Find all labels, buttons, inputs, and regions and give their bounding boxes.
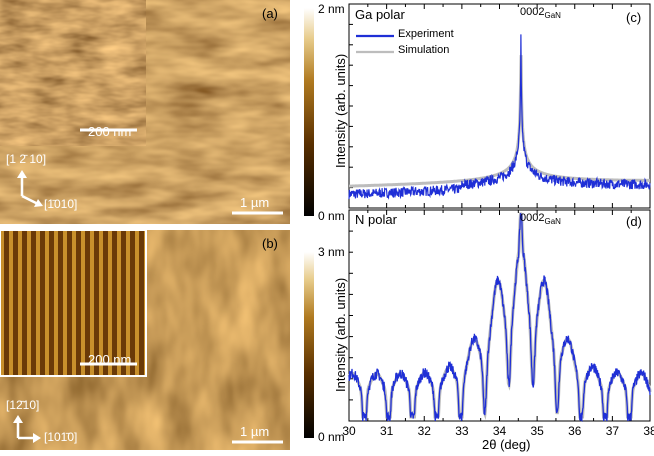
colorbar-a-gradient [304, 8, 314, 216]
afm-b-arrowhead-right [33, 433, 41, 443]
x-tick-label: 36 [568, 424, 582, 438]
plot-d-ylabel: Intensity (arb. units) [333, 277, 348, 392]
x-tick-label: 35 [530, 424, 544, 438]
legend-experiment: Experiment [398, 28, 454, 40]
x-tick-label: 31 [379, 424, 394, 438]
colorbar-b-max: 3 nm [318, 245, 345, 259]
afm-b-direction-2: [101̄0] [44, 430, 78, 444]
afm-b-inset [0, 230, 147, 377]
xrd-plot-n-polar [347, 209, 652, 423]
colorbar-a-min: 0 nm [318, 209, 345, 223]
afm-a-direction-2: [1̄010] [44, 197, 78, 211]
afm-image-a [0, 0, 290, 224]
plot-xlabel: 2θ (deg) [482, 437, 531, 452]
plot-c-peak-sub: GaN [544, 11, 561, 21]
afm-a-direction-1: [1 2̄ 10] [6, 152, 47, 166]
plot-d-frame [348, 209, 651, 422]
colorbar-b [304, 252, 314, 438]
panel-label-a: (a) [262, 6, 278, 21]
plot-c-peak-label: 0002GaN [520, 6, 561, 20]
plot-d-peak-label: 0002GaN [520, 212, 561, 226]
afm-b-arrowhead-up [13, 415, 23, 423]
afm-image-b [0, 230, 290, 450]
colorbar-b-gradient [304, 252, 314, 438]
plot-d-title: N polar [355, 212, 397, 227]
afm-image-b-svg [0, 230, 290, 450]
afm-b-inset-scale-label: 200 nm [88, 352, 132, 367]
afm-a-inset-scale-label: 200 nm [88, 124, 132, 139]
plot-c-experiment-line [348, 34, 651, 200]
afm-a-axis-arrow-right [21, 194, 39, 206]
colorbar-a [304, 8, 314, 216]
plot-d-simulation-line [347, 212, 652, 421]
plot-c-peak-main: 0002 [520, 6, 545, 18]
panel-label-b: (b) [262, 236, 278, 251]
plot-d-experiment-line [348, 213, 651, 423]
panel-label-d: (d) [626, 214, 642, 229]
afm-a-arrowhead-up [17, 170, 27, 178]
plot-d-peak-sub: GaN [544, 217, 561, 227]
afm-a-arrowhead-right [34, 199, 43, 207]
plot-c-simulation-line [349, 55, 650, 188]
plot-d-peak-main: 0002 [520, 212, 545, 224]
colorbar-a-svg [304, 8, 314, 216]
afm-b-direction-1: [12̄10] [6, 398, 40, 412]
afm-b-main-scale-label: 1 µm [240, 424, 270, 439]
afm-image-a-svg [0, 0, 290, 224]
x-tick-label: 37 [605, 424, 620, 438]
x-tick-label: 34 [492, 424, 507, 438]
x-tick-label: 33 [455, 424, 469, 438]
x-tick-label: 32 [417, 424, 431, 438]
colorbar-b-svg [304, 252, 314, 438]
x-tick-label: 38 [643, 424, 654, 438]
plot-c-title: Ga polar [355, 7, 405, 22]
xrd-plot-ga-polar [348, 3, 651, 209]
afm-a-inset [0, 0, 147, 147]
afm-a-main-scale-label: 1 µm [240, 195, 270, 210]
plot-c-frame [348, 3, 651, 209]
x-tick-label: 30 [342, 424, 356, 438]
colorbar-a-max: 2 nm [318, 2, 345, 16]
panel-label-c: (c) [626, 10, 642, 25]
colorbar-b-min: 0 nm [318, 430, 345, 444]
legend-simulation: Simulation [398, 44, 450, 56]
plot-c-ylabel: Intensity (arb. units) [333, 53, 348, 168]
